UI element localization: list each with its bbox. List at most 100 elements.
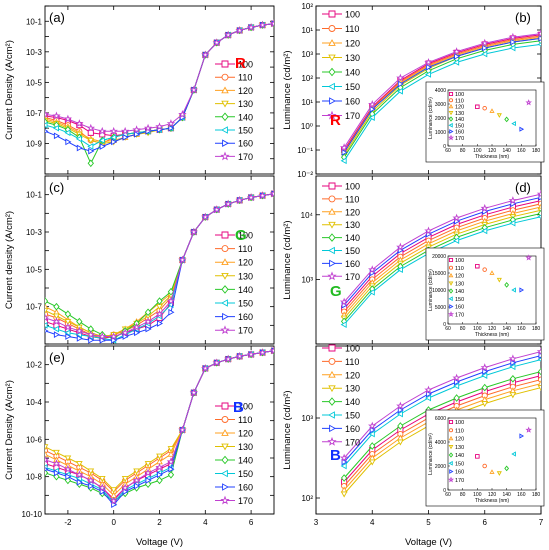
- y-tick-label: 10⁴: [301, 211, 314, 220]
- legend-marker: [328, 357, 336, 365]
- data-point-160: [53, 469, 60, 477]
- data-point-170: [75, 119, 84, 128]
- data-point-160: [341, 149, 348, 156]
- data-point-160: [45, 129, 49, 134]
- data-point-160: [65, 333, 72, 340]
- data-point-170: [120, 328, 130, 337]
- legend-label: 100: [238, 60, 253, 70]
- data-point-170: [98, 483, 107, 492]
- panel-b: 10² 10¹ 10³ 10² 10¹ 10⁰ 10⁻¹ 10⁻² Luminance (cd/…: [282, 2, 545, 179]
- inset-legend-label: 140: [455, 453, 464, 459]
- data-point-170: [235, 195, 244, 204]
- y-tick-label: 10³: [301, 414, 313, 423]
- inset-y-tick-label: 20000: [432, 254, 446, 260]
- data-point-150: [64, 129, 71, 137]
- data-point-150: [537, 214, 541, 219]
- series-line-110: [343, 35, 541, 152]
- legend-marker: [328, 39, 336, 46]
- inset-x-tick-label: 80: [460, 492, 466, 498]
- y-tick-label: 10¹: [301, 26, 313, 35]
- inset-legend-marker: [448, 91, 454, 97]
- color-tag: G: [330, 283, 342, 300]
- legend-marker: [328, 344, 336, 352]
- data-point-170: [212, 358, 221, 367]
- legend-label: 140: [345, 233, 360, 243]
- inset-x-tick-label: 160: [517, 492, 526, 498]
- y-tick-label: 10-6: [26, 435, 43, 444]
- x-tick-label: 5: [426, 518, 431, 527]
- inset-x-tick-label: 180: [532, 492, 541, 498]
- legend-label: 130: [238, 442, 253, 452]
- inset-y-tick-label: 0: [443, 322, 446, 328]
- inset-x-tick-label: 60: [445, 326, 451, 332]
- data-point-150: [340, 321, 347, 328]
- data-point-170: [339, 143, 349, 152]
- data-point-170: [235, 351, 244, 360]
- data-point-170: [269, 19, 274, 28]
- series-line-160: [343, 37, 541, 153]
- series-line-160: [343, 196, 541, 306]
- data-point-150: [52, 325, 59, 333]
- data-point-160: [397, 80, 404, 88]
- inset-legend-label: 170: [455, 312, 464, 318]
- inset-x-label: Thickness (nm): [475, 498, 510, 504]
- data-point-140: [76, 317, 83, 326]
- data-point-130: [75, 461, 83, 468]
- data-point-170: [75, 326, 84, 335]
- legend-marker: [328, 233, 336, 242]
- inset-point-140: [504, 116, 510, 123]
- legend-label: 150: [238, 469, 253, 479]
- inset-point-100: [475, 263, 480, 269]
- legend-marker: [328, 182, 336, 190]
- data-point-160: [168, 124, 175, 132]
- data-point-170: [258, 20, 267, 29]
- data-point-130: [45, 444, 49, 451]
- inset-legend-label: 130: [455, 445, 464, 451]
- y-axis-label: Luminance (cd/m²): [282, 390, 293, 469]
- inset-point-160: [519, 287, 525, 293]
- inset-box: [425, 81, 545, 163]
- inset-x-tick-label: 60: [445, 492, 451, 498]
- data-point-170: [246, 349, 256, 358]
- legend-label: 160: [238, 139, 253, 149]
- data-point-170: [508, 32, 518, 41]
- data-point-170: [201, 212, 210, 221]
- data-point-160: [88, 336, 95, 344]
- legend-label: 150: [345, 82, 360, 92]
- data-point-150: [110, 133, 117, 141]
- legend-label: 150: [238, 126, 253, 136]
- series-group: [339, 29, 541, 165]
- data-point-160: [76, 478, 83, 486]
- data-point-170: [52, 459, 61, 468]
- inset-legend-marker: [448, 419, 454, 425]
- inset-x-tick-label: 180: [532, 148, 541, 154]
- legend-marker: [328, 246, 335, 255]
- data-point-170: [166, 296, 176, 305]
- data-point-160: [397, 406, 404, 414]
- inset-legend-marker: [448, 435, 454, 441]
- data-point-150: [396, 410, 403, 418]
- inset-y-tick-label: 4000: [435, 440, 446, 446]
- data-point-170: [452, 47, 461, 56]
- series-line-100: [343, 34, 541, 151]
- inset-legend-label: 130: [455, 111, 464, 117]
- data-point-150: [75, 135, 82, 143]
- data-point-170: [452, 213, 461, 222]
- inset-legend-marker: [449, 304, 454, 309]
- inset-x-tick-label: 180: [532, 326, 541, 332]
- data-point-170: [508, 196, 518, 205]
- inset-point-170: [525, 254, 532, 261]
- inset-box: [425, 247, 545, 341]
- series-line-170: [343, 351, 541, 459]
- data-point-170: [75, 470, 84, 479]
- data-point-160: [454, 378, 461, 386]
- legend-marker: [222, 139, 229, 147]
- data-point-170: [178, 425, 187, 434]
- legend-marker: [328, 67, 336, 77]
- inset-x-tick-label: 140: [502, 492, 511, 498]
- data-point-170: [63, 322, 73, 331]
- data-point-150: [340, 462, 347, 470]
- series-line-110: [343, 203, 541, 313]
- data-point-170: [98, 126, 107, 135]
- data-point-170: [424, 226, 433, 235]
